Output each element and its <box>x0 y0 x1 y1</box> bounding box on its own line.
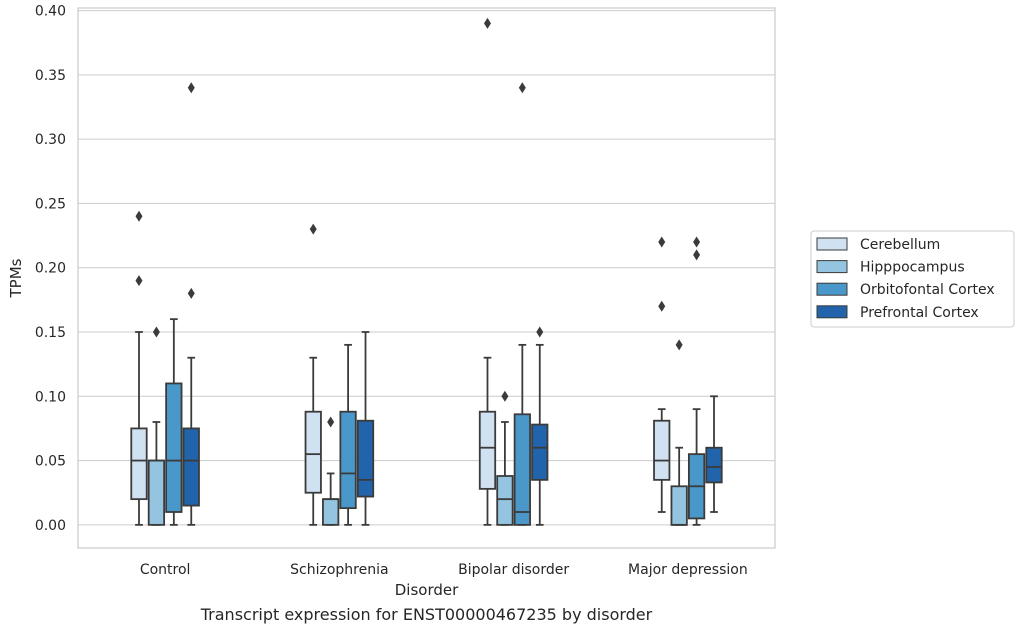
box-body <box>356 419 375 498</box>
box-body <box>531 423 549 481</box>
outlier-point <box>658 300 666 312</box>
box-3-3 <box>705 395 723 513</box>
legend-swatch <box>816 282 848 296</box>
y-tick-label: 0.35 <box>35 68 66 84</box>
box-0-1 <box>147 326 166 526</box>
legend-swatch <box>816 260 848 274</box>
box-body <box>670 485 688 526</box>
x-tick-label: Bipolar disorder <box>458 562 569 578</box>
x-tick-label: Major depression <box>628 562 748 578</box>
outlier-point <box>693 236 701 248</box>
outlier-point <box>501 390 509 402</box>
box-body <box>304 410 322 494</box>
box-body <box>705 446 723 484</box>
box-2-1 <box>496 390 514 526</box>
outlier-point <box>658 236 666 248</box>
outlier-point <box>135 275 143 287</box>
box-1-2 <box>339 343 357 526</box>
y-tick-label: 0.40 <box>35 4 66 20</box>
box-body <box>478 410 497 490</box>
y-tick-label: 0.20 <box>35 261 66 277</box>
legend-label: Hipppocampus <box>860 260 965 276</box>
x-axis-label: Disorder <box>395 581 459 599</box>
legend: Cerebellum Hipppocampus Orbitofontal Corte… <box>810 230 1015 328</box>
box-body <box>147 459 166 526</box>
plot-area <box>77 7 776 549</box>
outlier-point <box>483 17 491 29</box>
legend-label: Orbitofontal Cortex <box>860 282 995 298</box>
y-tick-label: 0.30 <box>35 132 66 148</box>
x-tick-label: Schizophrenia <box>290 562 388 578</box>
outlier-point <box>327 416 335 428</box>
box-1-0 <box>304 223 322 526</box>
legend-label: Cerebellum <box>860 237 940 253</box>
y-tick-label: 0.25 <box>35 196 66 212</box>
legend-swatch <box>816 237 848 251</box>
box-body <box>130 427 148 501</box>
y-tick-label: 0.15 <box>35 325 66 341</box>
outlier-point <box>187 82 195 94</box>
box-2-3 <box>531 326 549 526</box>
y-tick-label: 0.00 <box>35 518 66 534</box>
box-0-2 <box>165 318 183 526</box>
box-body <box>322 498 340 526</box>
y-tick-labels: 0.00 0.05 0.10 0.15 0.20 0.25 0.30 0.35 0.40 <box>35 4 66 534</box>
box-1-1 <box>322 416 340 526</box>
outlier-point <box>693 249 701 261</box>
box-3-1 <box>670 339 688 526</box>
y-tick-label: 0.10 <box>35 389 66 405</box>
box-0-0 <box>130 210 148 526</box>
box-body <box>653 419 671 481</box>
box-body <box>165 382 183 513</box>
box-3-2 <box>687 236 706 526</box>
outlier-point <box>536 326 544 338</box>
outlier-point <box>675 339 683 351</box>
box-3-0 <box>653 236 671 513</box>
x-tick-label: Control <box>140 562 191 578</box>
box-2-2 <box>513 82 531 526</box>
outlier-point <box>309 223 317 235</box>
legend-swatch <box>816 305 848 319</box>
box-body <box>182 427 200 507</box>
box-body <box>513 413 531 526</box>
y-axis-label: TPMs <box>7 258 25 298</box>
legend-frame <box>810 230 1015 328</box>
box-body <box>496 475 514 526</box>
figure-caption: Transcript expression for ENST0000046723… <box>200 605 653 624</box>
box-2-0 <box>478 17 497 526</box>
box-0-3 <box>182 82 200 526</box>
box-1-3 <box>356 331 375 526</box>
outlier-point <box>135 210 143 222</box>
box-body <box>339 410 357 510</box>
gridlines <box>78 10 775 526</box>
y-tick-label: 0.05 <box>35 454 66 470</box>
outlier-point <box>152 326 160 338</box>
boxes <box>130 17 723 526</box>
x-tick-labels: Control Schizophrenia Bipolar disorder Majo… <box>140 562 748 578</box>
legend-label: Prefrontal Cortex <box>860 305 979 321</box>
outlier-point <box>187 287 195 299</box>
outlier-point <box>518 82 526 94</box>
